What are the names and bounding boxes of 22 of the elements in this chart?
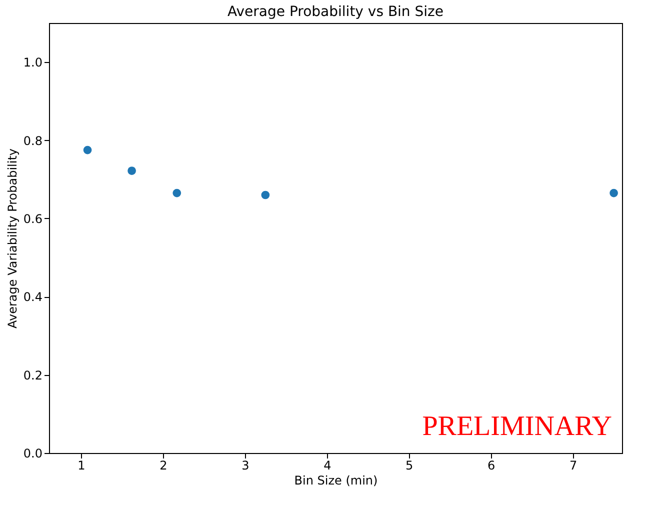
y-tick-label: 0.2 — [23, 368, 42, 382]
x-axis-title: Bin Size (min) — [294, 474, 378, 488]
x-tick-label: 6 — [488, 458, 496, 472]
point — [610, 188, 618, 198]
y-tick-label: 0.8 — [23, 134, 42, 148]
chart-title: Average Probability vs Bin Size — [228, 4, 444, 20]
annotation: PRELIMINARY — [422, 411, 612, 442]
point — [83, 146, 92, 154]
y-axis-title: Average Variability Probability — [5, 148, 20, 329]
y-tick-label: 1.0 — [23, 56, 42, 70]
y-tick-label: 0.0 — [23, 446, 42, 460]
point — [172, 188, 182, 198]
y-tick-label: 0.6 — [23, 212, 42, 226]
x-tick-label: 4 — [324, 458, 332, 472]
point — [261, 190, 270, 200]
x-tick-label: 7 — [569, 458, 578, 472]
x-tick-label: 1 — [78, 458, 86, 472]
y-tick-label: 0.4 — [23, 290, 42, 304]
x-tick-label: 2 — [160, 458, 168, 472]
point — [128, 166, 136, 175]
x-tick-label: 3 — [242, 458, 250, 472]
x-tick-label: 5 — [406, 458, 414, 472]
